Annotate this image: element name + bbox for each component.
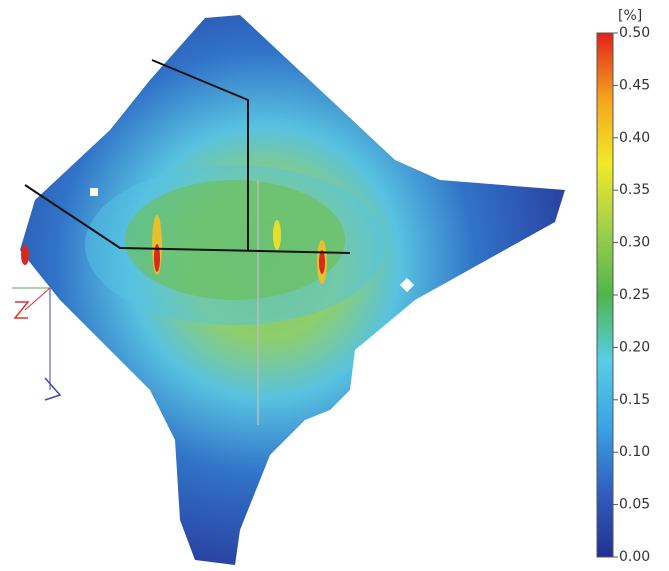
colorbar-tick-label: 0.50 <box>619 25 650 41</box>
colorbar-tick-label: 0.25 <box>619 287 650 303</box>
axis-triad <box>12 287 62 401</box>
colorbar-tick-label: 0.10 <box>619 444 650 460</box>
colorbar <box>596 32 614 558</box>
colorbar-tick-label: 0.40 <box>619 130 650 146</box>
colorbar-tick-label: 0.35 <box>619 182 650 198</box>
colorbar-tick-label: 0.45 <box>619 77 650 93</box>
colorbar-tick-label: 0.20 <box>619 339 650 355</box>
colorbar-tick-label: 0.15 <box>619 392 650 408</box>
strain-field <box>20 15 565 565</box>
colorbar-tick-label: 0.05 <box>619 497 650 513</box>
colorbar-tick-label: 0.30 <box>619 235 650 251</box>
colorbar-tick-label: 0.00 <box>619 549 650 565</box>
colorbar-label: [%] <box>618 8 642 24</box>
